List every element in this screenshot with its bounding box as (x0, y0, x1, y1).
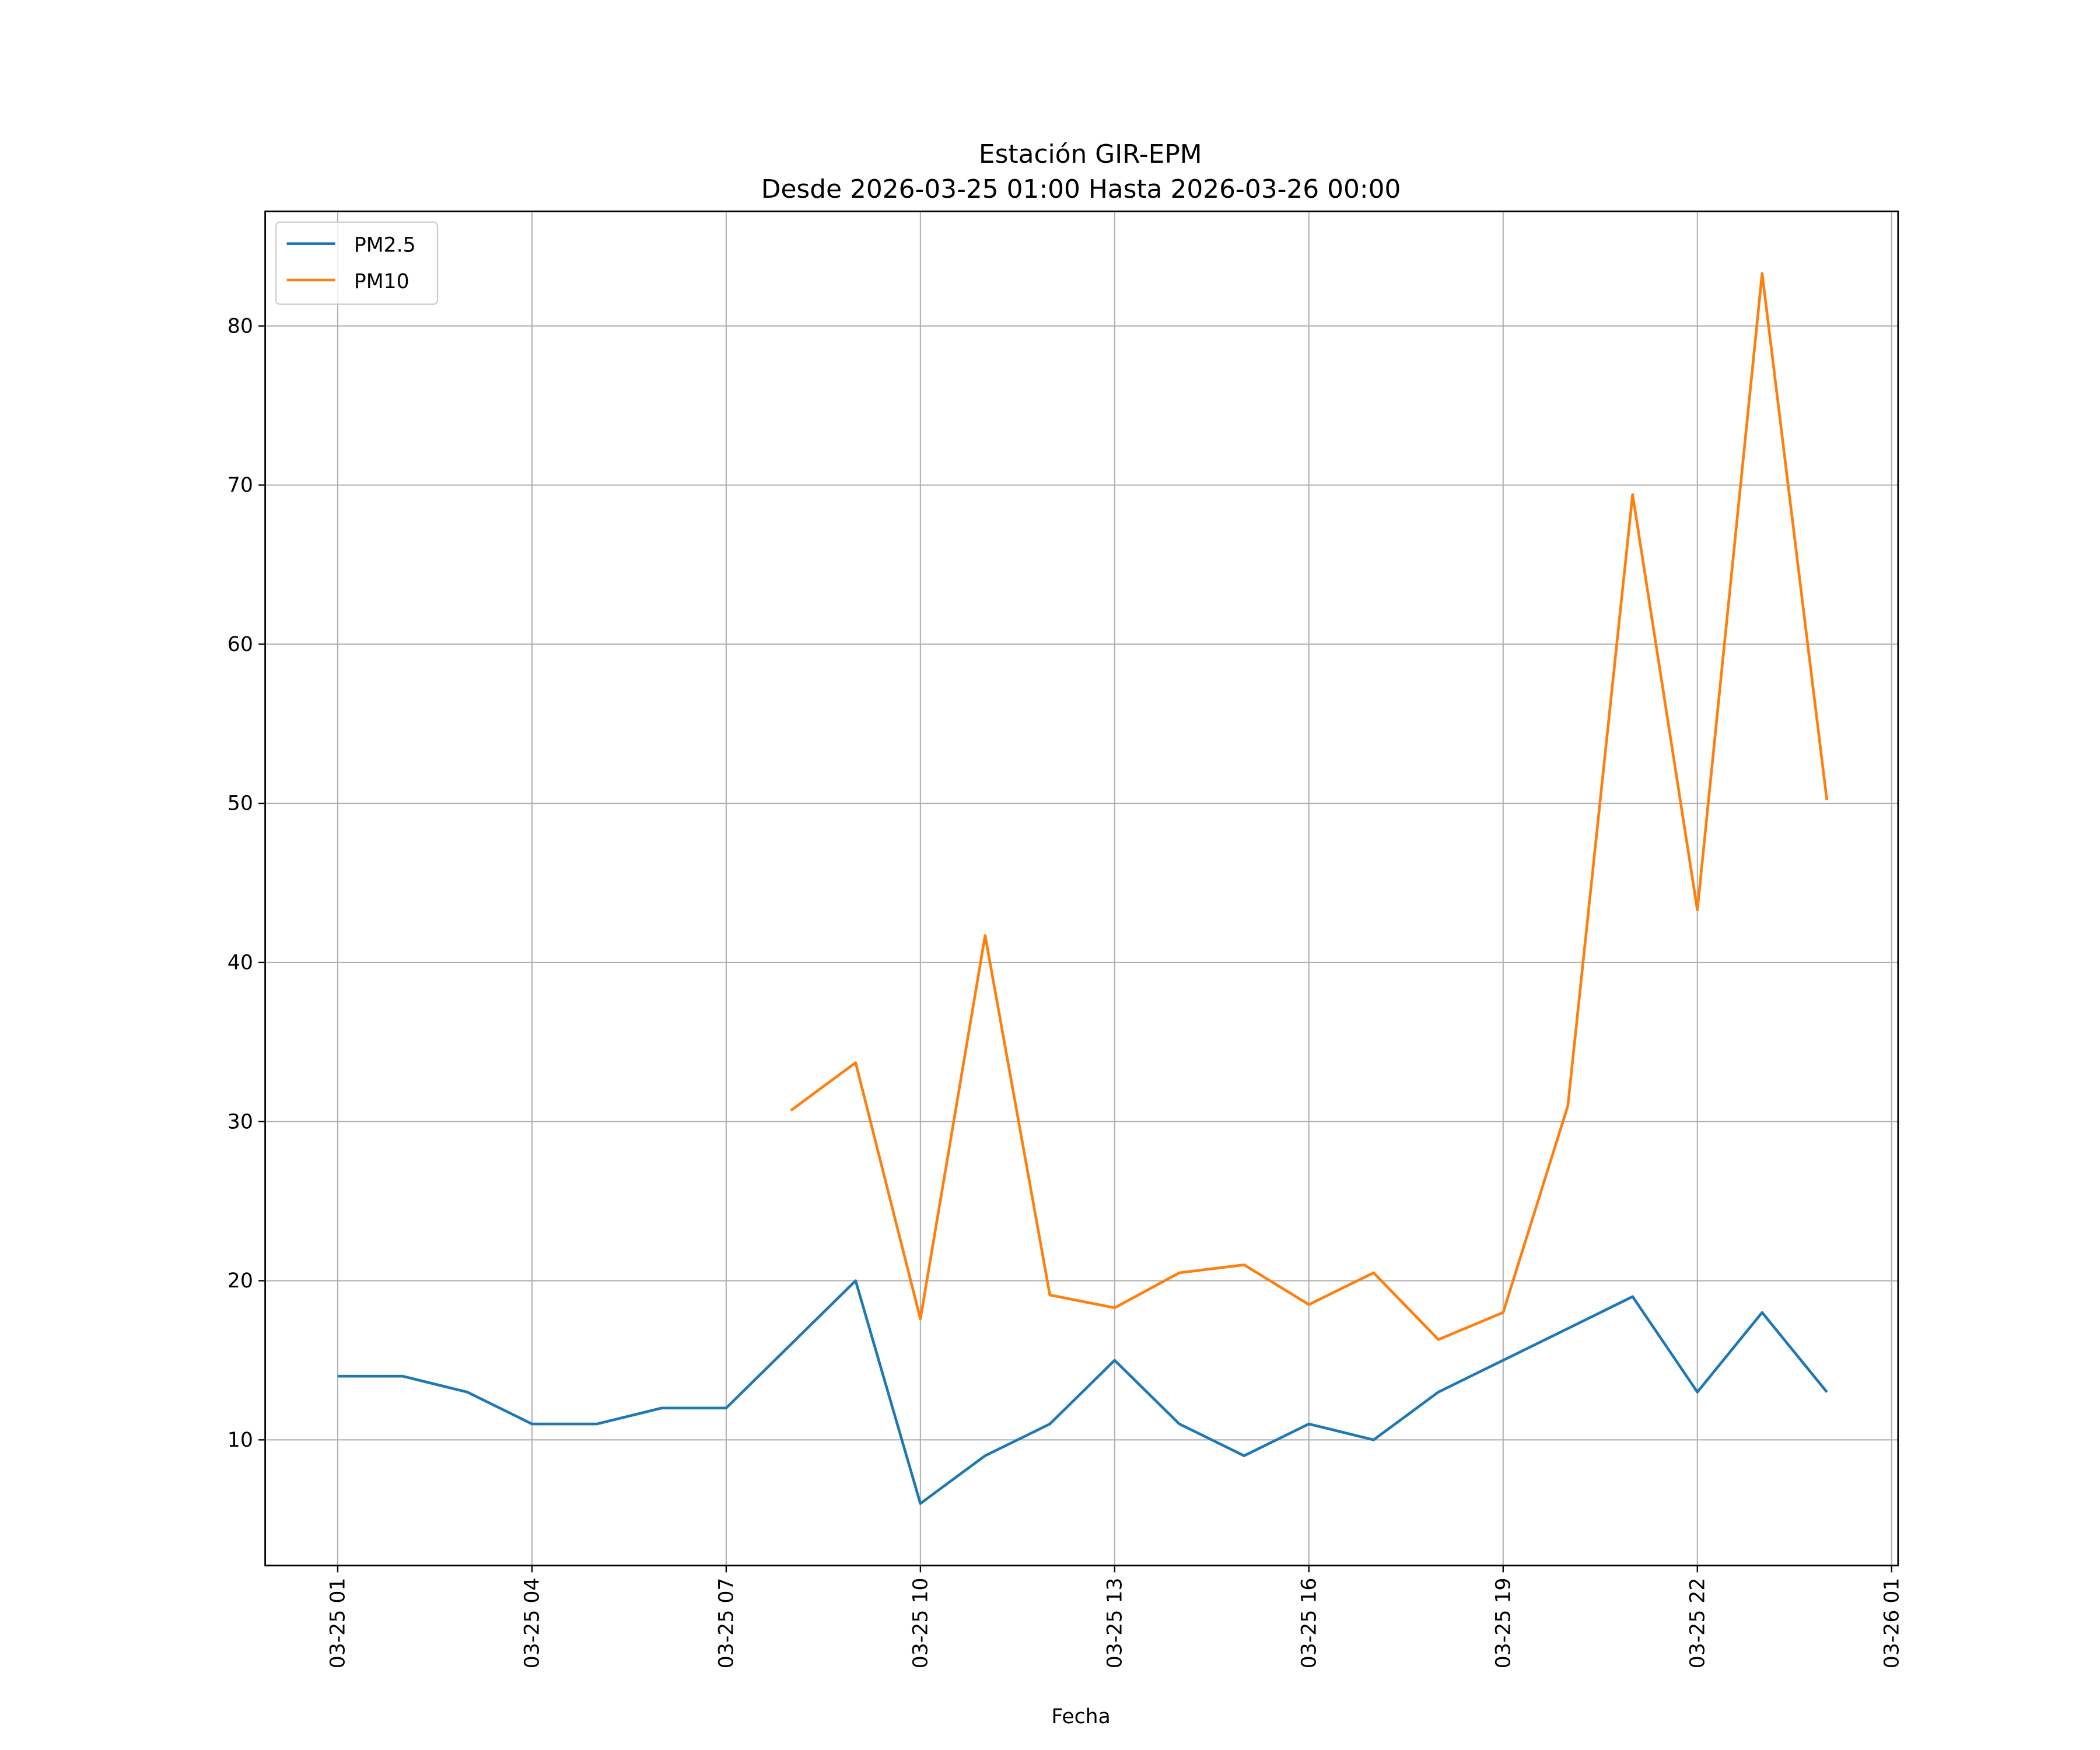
legend-label-pm25: PM2.5 (354, 234, 416, 257)
y-tick-label: 50 (228, 792, 253, 816)
series-line-pm10 (790, 272, 1829, 1341)
series-line-pm25 (337, 1279, 1828, 1505)
x-tick-label: 03-26 01 (1880, 1578, 1903, 1669)
x-tick-label: 03-25 01 (326, 1578, 349, 1669)
x-tick-label: 03-25 19 (1492, 1578, 1515, 1669)
x-tick-label: 03-25 04 (520, 1578, 544, 1669)
y-tick-label: 80 (228, 314, 253, 338)
x-tick-label: 03-25 16 (1297, 1578, 1321, 1669)
legend: PM2.5 PM10 (275, 221, 439, 305)
grid (265, 211, 1898, 1566)
x-tick-label: 03-25 13 (1103, 1578, 1126, 1669)
plot-frame (264, 210, 1899, 1567)
axis-ticks: 03-25 01 03-25 04 03-25 07 03-25 10 03-25 13… (228, 314, 1903, 1668)
y-tick-label: 10 (228, 1429, 253, 1452)
x-axis-label: Fecha (1051, 1705, 1110, 1728)
legend-label-pm10: PM10 (354, 270, 410, 293)
y-tick-label: 20 (228, 1269, 253, 1293)
x-tick-label: 03-25 10 (909, 1578, 932, 1669)
chart-subtitle: Desde 2026-03-25 01:00 Hasta 2026-03-26 … (761, 174, 1401, 204)
chart-title: Estación GIR-EPM (979, 139, 1202, 169)
y-tick-label: 70 (228, 474, 253, 497)
y-tick-label: 40 (228, 951, 253, 974)
y-tick-label: 60 (228, 633, 253, 656)
x-tick-label: 03-25 22 (1686, 1578, 1709, 1669)
x-tick-label: 03-25 07 (715, 1578, 738, 1669)
series-lines (337, 272, 1829, 1505)
y-tick-label: 30 (228, 1110, 253, 1133)
